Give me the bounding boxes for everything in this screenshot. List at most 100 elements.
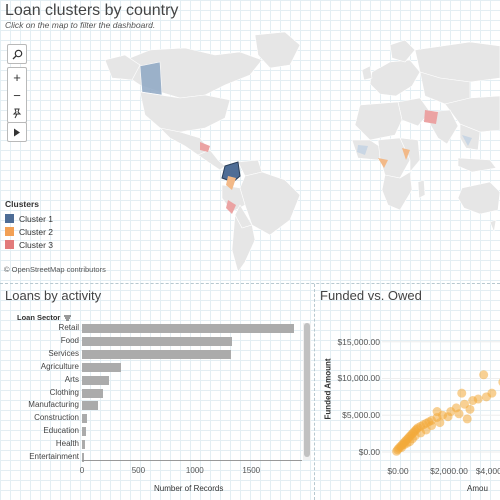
bar[interactable] xyxy=(82,440,86,450)
scatter-point[interactable] xyxy=(427,421,437,431)
scatter-point[interactable] xyxy=(462,414,472,424)
bar[interactable] xyxy=(82,453,85,462)
legend-item[interactable]: Cluster 3 xyxy=(5,238,53,251)
panel-divider xyxy=(314,284,315,500)
legend-swatch xyxy=(5,214,14,223)
scatter-title: Funded vs. Owed xyxy=(320,288,422,303)
category-label[interactable]: Entertainment xyxy=(29,452,79,461)
legend-label: Cluster 3 xyxy=(19,239,54,250)
legend-item[interactable]: Cluster 2 xyxy=(5,225,53,238)
scatter-point[interactable] xyxy=(465,404,475,414)
pin-icon[interactable] xyxy=(8,104,26,122)
panel-divider xyxy=(0,283,500,284)
country-colombia-selected xyxy=(221,161,241,183)
country-east-africa xyxy=(399,137,421,173)
y-tick-label: $15,000.00 xyxy=(337,336,380,347)
y-tick-label: $10,000.00 xyxy=(337,373,380,384)
scatter-point[interactable] xyxy=(432,407,442,417)
bar[interactable] xyxy=(82,375,110,385)
country-cluster2-b xyxy=(378,158,388,168)
country-argentina xyxy=(231,213,256,273)
scatter-point[interactable] xyxy=(479,370,489,380)
scrollbar-thumb[interactable] xyxy=(304,323,310,457)
play-control[interactable] xyxy=(7,122,27,142)
country-cluster1-b xyxy=(462,135,472,146)
country-new-zealand xyxy=(489,219,497,234)
country-southeast-asia xyxy=(459,123,481,151)
legend-swatch xyxy=(5,240,14,249)
country-uk xyxy=(361,65,373,81)
legend-label: Cluster 2 xyxy=(19,226,54,237)
legend-title: Clusters xyxy=(5,199,40,209)
country-scandinavia xyxy=(389,39,416,63)
play-icon[interactable] xyxy=(8,123,26,141)
category-label[interactable]: Education xyxy=(43,426,79,436)
scatter-point[interactable] xyxy=(481,392,491,402)
legend-label: Cluster 1 xyxy=(19,213,54,224)
zoom-out-icon[interactable]: − xyxy=(13,87,21,103)
legend-swatch xyxy=(5,227,14,236)
bar[interactable] xyxy=(82,324,295,333)
bar[interactable] xyxy=(82,336,233,346)
category-label[interactable]: Food xyxy=(60,335,79,345)
country-cluster3-c xyxy=(226,200,236,214)
category-label[interactable]: Manufacturing xyxy=(28,400,79,410)
country-southern-africa xyxy=(381,171,413,211)
scatter-plot[interactable] xyxy=(382,326,500,466)
map-subtitle: Click on the map to filter the dashboard… xyxy=(5,20,156,30)
scatter-point[interactable] xyxy=(457,388,467,398)
country-cluster2-a xyxy=(226,176,236,190)
category-label[interactable]: Construction xyxy=(34,413,79,423)
country-indonesia xyxy=(457,157,497,173)
country-greenland xyxy=(254,31,301,69)
activity-x-axis xyxy=(82,460,302,461)
loan-sector-header[interactable]: Loan Sector xyxy=(17,313,72,323)
scatter-point[interactable] xyxy=(473,394,483,404)
map-attribution[interactable]: © OpenStreetMap contributors xyxy=(4,265,106,274)
scatter-x-label: Amou xyxy=(467,484,488,493)
x-tick-label: 1500 xyxy=(242,466,261,475)
search-control[interactable] xyxy=(7,44,27,64)
category-label[interactable]: Agriculture xyxy=(40,361,79,371)
country-madagascar xyxy=(417,179,426,199)
activity-title: Loans by activity xyxy=(5,288,102,303)
activity-x-label: Number of Records xyxy=(154,484,224,493)
country-cluster3-b xyxy=(424,110,438,124)
bar[interactable] xyxy=(82,427,86,437)
bar[interactable] xyxy=(82,414,88,424)
country-cluster2-c xyxy=(402,148,410,160)
world-map[interactable] xyxy=(0,0,500,283)
scatter-point[interactable] xyxy=(443,412,453,422)
bar[interactable] xyxy=(82,388,104,398)
sort-icon[interactable] xyxy=(64,314,72,323)
map-title: Loan clusters by country xyxy=(5,2,179,19)
x-tick-label: 0 xyxy=(79,466,85,475)
x-tick-label: $0.00 xyxy=(387,466,409,476)
bar[interactable] xyxy=(82,401,98,411)
category-label[interactable]: Retail xyxy=(58,323,79,332)
category-label[interactable]: Services xyxy=(48,348,79,358)
scatter-point[interactable] xyxy=(435,418,445,428)
x-tick-label: $4,000. xyxy=(475,466,500,476)
bar[interactable] xyxy=(82,362,122,372)
country-cluster3-a xyxy=(200,142,210,152)
scatter-y-label: Funded Amount xyxy=(323,358,333,420)
bar[interactable] xyxy=(82,349,231,359)
zoom-in-icon[interactable]: + xyxy=(13,69,21,85)
scatter-point[interactable] xyxy=(454,409,464,419)
category-label[interactable]: Health xyxy=(55,439,79,449)
map-panel[interactable]: Loan clusters by country Click on the ma… xyxy=(0,0,500,283)
activity-scrollbar[interactable] xyxy=(303,323,311,460)
country-india xyxy=(429,109,459,145)
legend-item[interactable]: Cluster 1 xyxy=(5,212,53,225)
map-toolbar[interactable]: + − xyxy=(7,67,27,123)
country-central-america xyxy=(197,149,226,171)
country-cluster1-a xyxy=(357,145,368,155)
category-label[interactable]: Clothing xyxy=(49,387,79,397)
y-tick-label: $0.00 xyxy=(358,447,380,457)
search-icon[interactable] xyxy=(8,45,26,63)
country-north-africa xyxy=(354,101,403,141)
country-us-cluster1 xyxy=(139,61,163,96)
category-label[interactable]: Arts xyxy=(64,374,79,384)
x-tick-label: $2,000.00 xyxy=(430,466,468,476)
